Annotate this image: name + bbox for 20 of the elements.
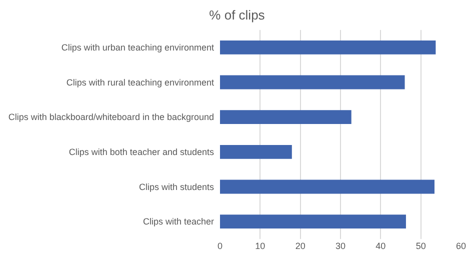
chart-title: % of clips <box>209 8 266 23</box>
y-tick-label: Clips with teacher <box>142 216 219 227</box>
x-tick-label: 10 <box>255 241 266 251</box>
y-tick-label: Clips with urban teaching environment <box>61 42 219 53</box>
bar <box>220 75 405 90</box>
y-tick-label: Clips with students <box>138 182 219 192</box>
x-tick-label: 50 <box>416 241 426 251</box>
x-tick-label: 40 <box>376 241 386 251</box>
y-tick-label: Clips with both teacher and students <box>68 147 219 158</box>
y-tick-label: Clips with blackboard/whiteboard in the background <box>8 112 219 122</box>
x-tick-label: 20 <box>295 241 306 251</box>
bar <box>220 110 352 124</box>
x-tick-label: 60 <box>456 241 466 251</box>
bar <box>220 40 436 54</box>
bar <box>220 214 406 229</box>
x-tick-label: 30 <box>335 241 346 251</box>
bar <box>220 180 434 194</box>
y-tick-label: Clips with rural teaching environment <box>66 77 219 88</box>
bar <box>220 144 292 159</box>
x-tick-label: 0 <box>217 241 223 251</box>
